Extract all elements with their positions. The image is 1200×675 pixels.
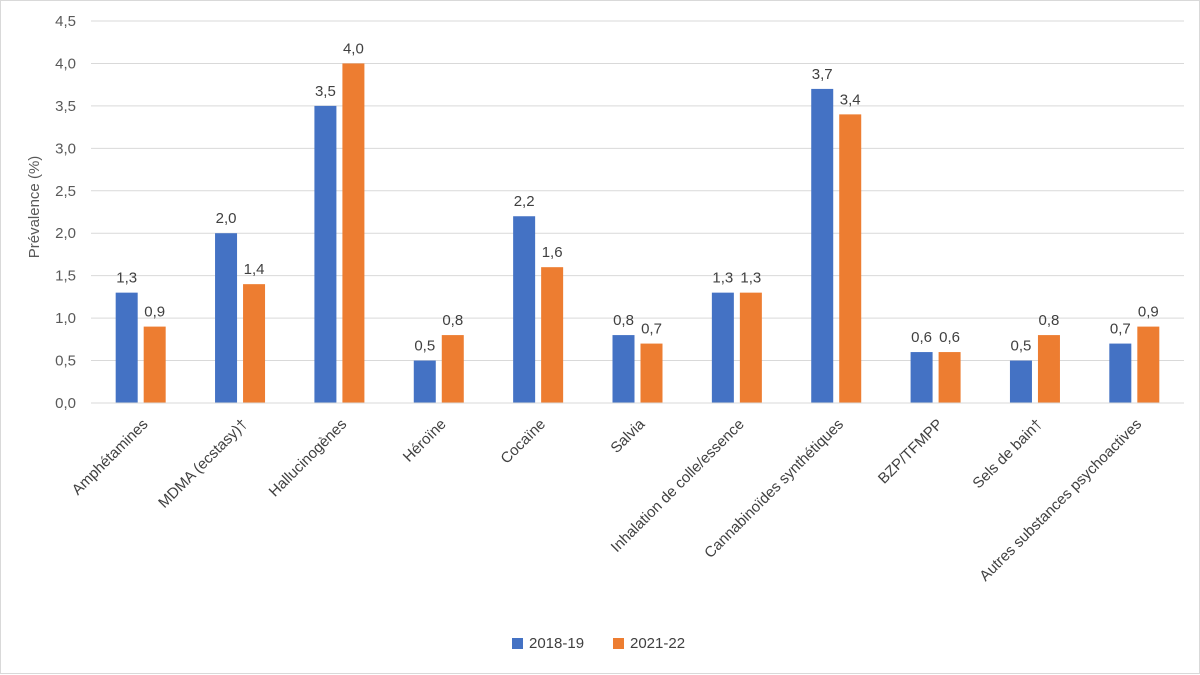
bar-2018-19	[1109, 343, 1132, 403]
bar-2021-22	[541, 267, 564, 403]
data-label: 1,3	[740, 270, 761, 287]
data-label: 1,6	[542, 244, 563, 261]
data-label: 1,3	[712, 270, 733, 287]
y-tick-label: 0,0	[55, 395, 76, 412]
bar-2018-19	[910, 352, 933, 403]
y-tick-label: 3,5	[55, 98, 76, 115]
legend-swatch	[613, 638, 624, 649]
data-label: 0,9	[144, 304, 165, 321]
y-axis-title: Prévalence (%)	[26, 156, 43, 259]
data-label: 3,7	[812, 66, 833, 83]
data-label: 0,7	[641, 321, 662, 338]
bar-2021-22	[1137, 326, 1160, 403]
data-label: 0,6	[939, 329, 960, 346]
data-label: 2,2	[514, 193, 535, 210]
x-tick-label: Cocaïne	[497, 416, 549, 468]
legend-label: 2018-19	[529, 635, 584, 652]
y-axis: 0,0 0,5 1,0 1,5 2,0 2,5 3,0 3,5 4,0 4,5	[55, 13, 76, 412]
bar-2021-22	[441, 335, 464, 403]
bar-2018-19	[314, 105, 337, 403]
y-tick-label: 3,0	[55, 140, 76, 157]
legend-label: 2021-22	[630, 635, 685, 652]
y-tick-label: 2,0	[55, 225, 76, 242]
x-tick-label: Amphétamines	[69, 416, 152, 499]
data-label: 0,7	[1110, 321, 1131, 338]
x-tick-label: MDMA (ecstasy)†	[155, 416, 251, 512]
x-tick-label: Autres substances psychoactives	[976, 416, 1145, 585]
x-tick-label: BZP/TFMPP	[875, 416, 947, 488]
bar-2021-22	[839, 114, 862, 403]
x-tick-label: Héroïne	[400, 416, 450, 466]
x-tick-label: Sels de bain†	[969, 416, 1045, 492]
legend-swatch	[512, 638, 523, 649]
bar-2021-22	[1037, 335, 1060, 403]
bar-2021-22	[342, 63, 365, 403]
bar-2021-22	[243, 284, 266, 403]
x-axis: Amphétamines MDMA (ecstasy)† Hallucinogène…	[69, 402, 1184, 585]
x-tick-label: Hallucinogènes	[266, 416, 351, 501]
bar-2018-19	[811, 88, 834, 404]
data-label: 3,4	[840, 91, 861, 108]
data-label: 0,5	[1011, 338, 1032, 355]
y-tick-label: 0,5	[55, 353, 76, 370]
bar-2021-22	[938, 352, 961, 403]
bar-2018-19	[612, 335, 635, 403]
bar-2021-22	[143, 326, 166, 403]
data-label: 1,3	[116, 270, 137, 287]
bars	[115, 63, 1160, 404]
y-tick-label: 4,0	[55, 55, 76, 72]
data-label: 1,4	[244, 261, 265, 278]
data-label: 3,5	[315, 83, 336, 100]
bar-2021-22	[640, 343, 663, 403]
data-label: 0,5	[414, 338, 435, 355]
data-label: 0,8	[442, 312, 463, 329]
bar-2018-19	[711, 292, 734, 403]
bar-2018-19	[115, 292, 138, 403]
y-tick-label: 1,0	[55, 310, 76, 327]
y-tick-label: 4,5	[55, 13, 76, 30]
data-labels: 1,3 0,9 2,0 1,4 3,5 4,0 0,5 0,8 2,2 1,6 0,8 0,7 1,3 1…	[116, 40, 1158, 354]
bar-2018-19	[513, 216, 536, 403]
x-tick-label: Salvia	[607, 415, 648, 456]
data-label: 0,8	[1039, 312, 1060, 329]
data-label: 0,9	[1138, 304, 1159, 321]
legend: 2018-19 2021-22	[512, 635, 685, 652]
bar-2018-19	[413, 360, 436, 403]
bar-2018-19	[1009, 360, 1032, 403]
data-label: 2,0	[216, 210, 237, 227]
bar-2018-19	[215, 233, 238, 403]
data-label: 4,0	[343, 40, 364, 57]
gridlines	[91, 20, 1184, 404]
bar-2021-22	[739, 292, 762, 403]
y-tick-label: 2,5	[55, 183, 76, 200]
y-tick-label: 1,5	[55, 268, 76, 285]
data-label: 0,8	[613, 312, 634, 329]
data-label: 0,6	[911, 329, 932, 346]
